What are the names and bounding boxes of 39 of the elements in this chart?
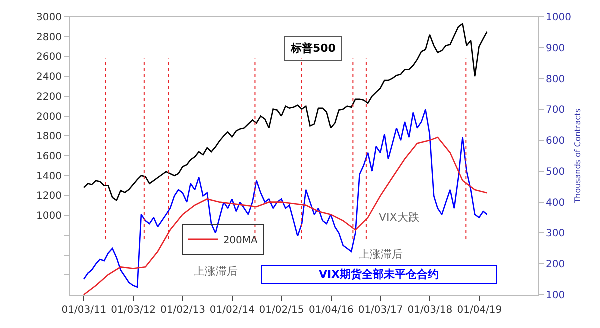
x-tick-label: 01/03/11 <box>62 305 107 316</box>
annotation: VIX大跌 <box>379 211 420 224</box>
x-tick-label: 01/02/13 <box>160 305 206 316</box>
y-tick-label: 2800 <box>36 32 62 44</box>
y2-tick-label: 800 <box>546 74 566 86</box>
line-series <box>83 23 488 202</box>
y2-tick-label: 900 <box>546 43 566 54</box>
y-tick-label: 1000 <box>36 211 62 222</box>
x-tick-label: 01/03/18 <box>408 305 453 316</box>
y2-axis-title: Thousands of Contracts <box>574 108 583 204</box>
y-tick-label: 2400 <box>36 72 62 84</box>
x-tick-label: 01/02/15 <box>259 305 304 316</box>
annotation: 上涨滞后 <box>359 248 403 261</box>
y-tick-label: 2600 <box>36 52 62 64</box>
y-tick-label: 1600 <box>36 152 62 162</box>
x-tick-label: 01/03/17 <box>358 305 404 316</box>
y-tick-label: 2000 <box>36 112 62 123</box>
x-tick-label: 01/02/14 <box>210 305 255 316</box>
x-tick-label: 01/03/12 <box>111 305 156 316</box>
text: 标普500 <box>290 42 336 55</box>
y-tick-label: 3000 <box>36 12 62 24</box>
x-tick-label: 01/04/16 <box>308 305 354 316</box>
y-tick-label: 1800 <box>36 132 62 143</box>
y2-tick-label: 500 <box>546 166 566 178</box>
y2-tick-label: 700 <box>546 105 566 116</box>
text: VIX期货全部未平仓合约 <box>318 268 440 281</box>
annotation: 上涨滞后 <box>194 265 238 278</box>
y2-tick-label: 600 <box>546 136 566 148</box>
y2-tick-label: 300 <box>546 228 566 240</box>
y2-tick-label: 1000 <box>546 12 572 24</box>
line-series <box>83 109 488 288</box>
y2-tick-label: 400 <box>546 198 566 209</box>
y-tick-label: 1200 <box>36 191 62 202</box>
y-tick-label: 1400 <box>36 171 62 182</box>
legend-label: 200MA <box>223 235 258 246</box>
y2-tick-label: 200 <box>546 260 566 271</box>
y-tick-label: 2200 <box>36 92 62 103</box>
y2-tick-label: 100 <box>546 290 566 302</box>
x-tick-label: 01/04/19 <box>457 305 502 316</box>
